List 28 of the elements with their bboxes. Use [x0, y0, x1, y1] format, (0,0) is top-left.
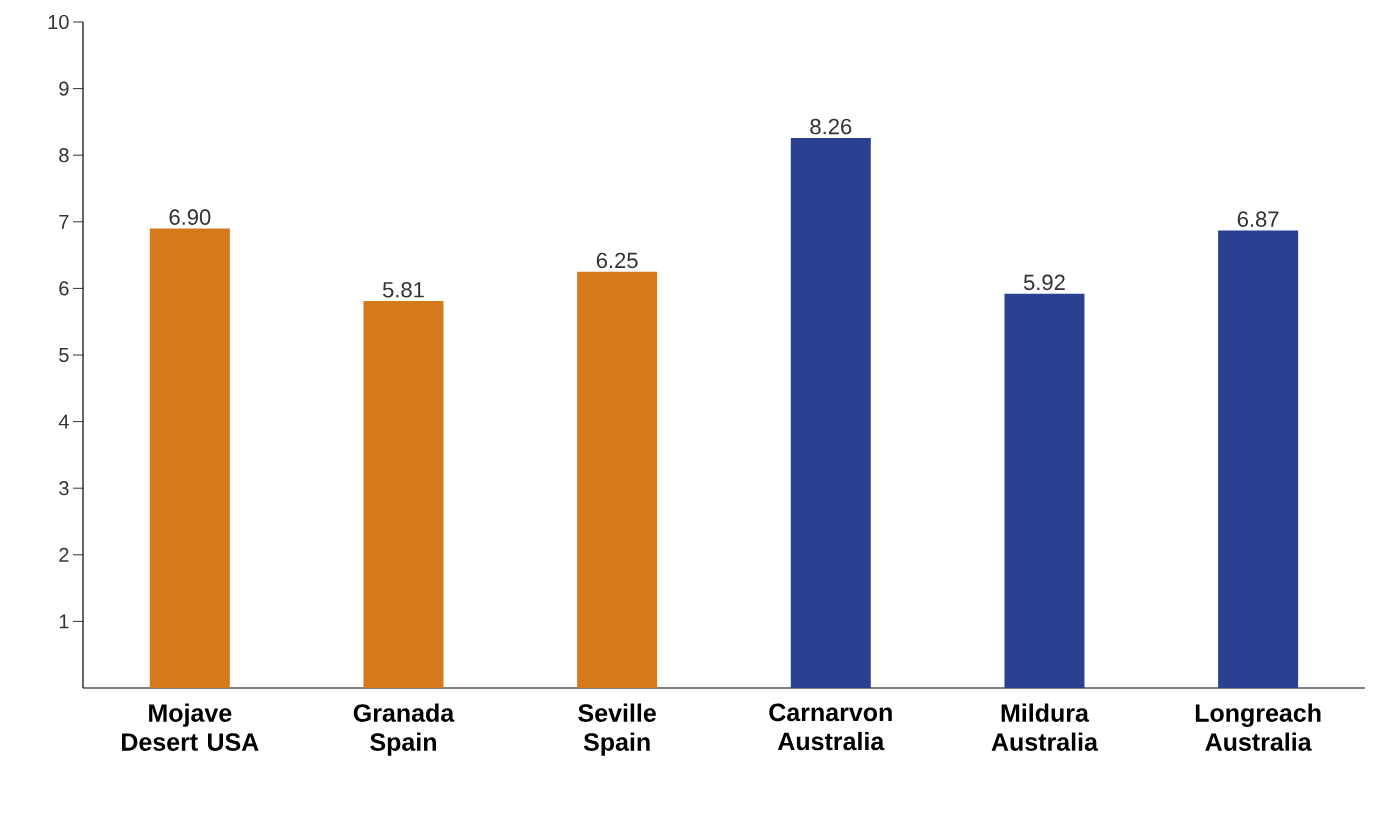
- y-tick-label: 1: [59, 614, 69, 629]
- x-tick-label: Mojave Desert USA: [122, 703, 259, 751]
- bar: [149, 228, 230, 688]
- data-label: 5.92: [1023, 274, 1065, 291]
- y-tick-label: 8: [59, 148, 69, 163]
- x-tick-label: Mildura Australia: [991, 703, 1099, 751]
- data-label: 8.26: [810, 118, 852, 135]
- data-label: 5.81: [382, 281, 424, 298]
- y-tick-label: 3: [59, 481, 69, 496]
- data-label: 6.90: [169, 209, 211, 225]
- y-tick-label: 7: [59, 214, 69, 229]
- y-tick-label: 4: [58, 414, 69, 429]
- y-tick-label: 2: [59, 547, 69, 562]
- y-tick-label: 5: [59, 348, 69, 362]
- data-label: 6.25: [596, 252, 638, 269]
- bar: [790, 137, 871, 688]
- y-tick-label: 9: [59, 81, 69, 96]
- y-tick-label: 10: [48, 14, 69, 30]
- y-tick-label: 6: [59, 281, 69, 296]
- bar: [1218, 230, 1299, 688]
- bar: [1004, 293, 1085, 688]
- x-tick-label: Granada Spain: [353, 703, 455, 756]
- bar: [363, 301, 444, 688]
- data-label: 6.87: [1237, 211, 1279, 227]
- x-tick-label: Carnarvon Australia: [769, 703, 892, 751]
- bar: [577, 271, 658, 688]
- x-tick-label: Longreach Australia: [1195, 703, 1321, 751]
- x-tick-label: Seville Spain: [578, 703, 656, 756]
